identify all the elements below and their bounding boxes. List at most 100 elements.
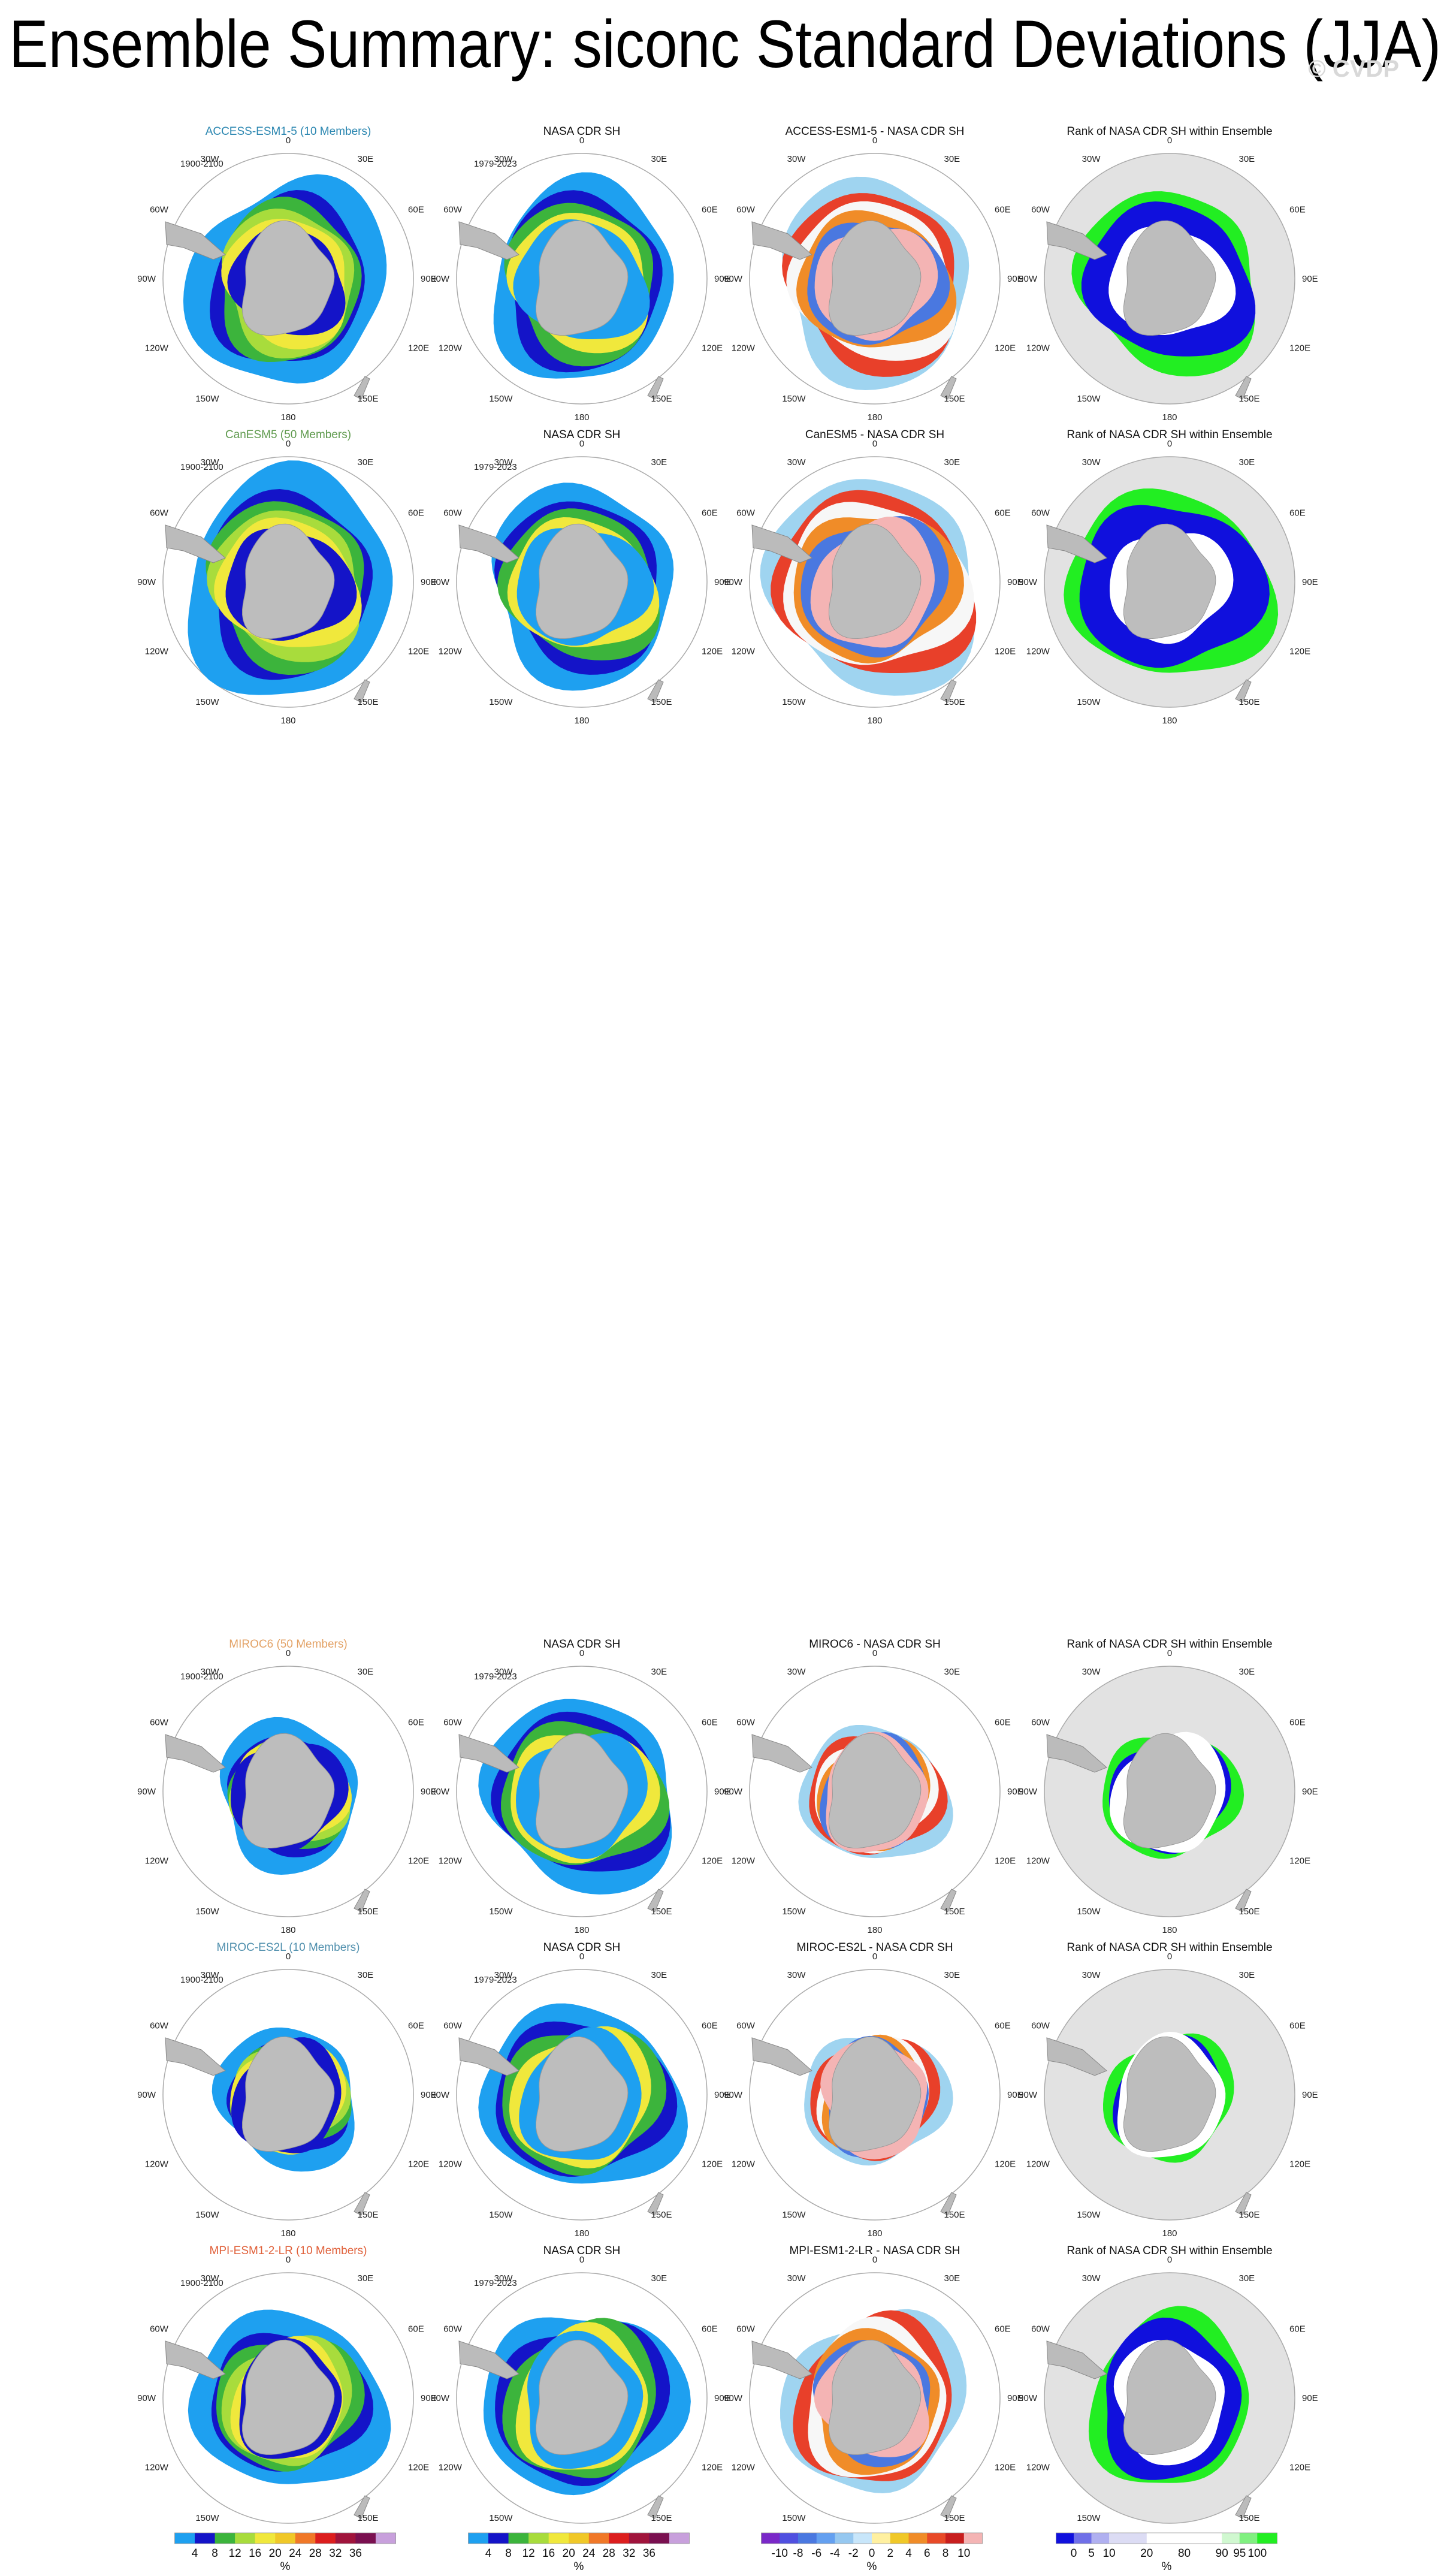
colorbar-unit: % [867,2560,877,2573]
panel-title: NASA CDR SH [543,2245,621,2257]
longitude-label: 150E [1239,697,1260,707]
longitude-label: 30W [1082,154,1101,164]
south-america [751,2340,812,2379]
longitude-label: 120E [408,647,429,657]
longitude-label: 150E [358,394,379,404]
colorbar-unit: % [574,2560,584,2573]
longitude-label: 30W [1082,1667,1101,1677]
map-panel: 0 30E 60E 90E 120E 150E 180 150W 120W 90W 60W 30W AC… [724,125,1023,423]
longitude-label: 30W [201,457,220,467]
longitude-label: 150E [651,394,672,404]
map-panel: 0 30E 60E 90E 120E 150E 180 150W 120W 90W 60W 30W MI… [137,1638,437,1935]
south-america [1046,2340,1107,2379]
period-label: 1979-2023 [474,1975,517,1985]
colorbar-box [945,2533,965,2544]
longitude-label: 30E [651,2273,667,2284]
south-america [165,1734,226,1773]
longitude-label: 30W [494,457,513,467]
longitude-label: 90W [431,274,450,284]
new-zealand [354,1889,370,1913]
longitude-label: 0 [1167,1951,1172,1962]
colorbar-box [275,2533,296,2544]
antarctica [242,2339,335,2456]
colorbar-box [1091,2533,1110,2544]
longitude-label: 180 [574,412,589,423]
longitude-label: 60E [408,2021,424,2031]
longitude-label: 30E [1239,1667,1255,1677]
longitude-label: 60W [736,2021,756,2031]
south-america [1046,2037,1107,2076]
longitude-label: 120E [702,1856,723,1866]
longitude-label: 150E [651,697,672,707]
longitude-label: 180 [1162,2228,1177,2239]
colorbar-label: 16 [249,2547,261,2560]
longitude-label: 150W [1077,394,1101,404]
antarctica [829,1733,922,1849]
longitude-label: 120E [408,1856,429,1866]
colorbar-box [835,2533,854,2544]
longitude-label: 0 [872,1648,877,1658]
longitude-label: 120E [702,2463,723,2473]
new-zealand [647,679,664,703]
longitude-label: 0 [579,1951,584,1962]
colorbar-label: -4 [830,2547,840,2560]
new-zealand [647,1889,664,1913]
longitude-label: 120E [1289,2463,1310,2473]
longitude-label: 60E [702,205,718,215]
longitude-label: 150W [782,2513,806,2523]
colorbar-frame [761,2532,983,2544]
longitude-label: 60E [1289,2021,1306,2031]
longitude-label: 0 [286,1648,291,1658]
map-panel: 0 30E 60E 90E 120E 150E 180 150W 120W 90W 60W 30W Ra… [1019,429,1318,726]
longitude-label: 30E [944,2273,960,2284]
panel-title: Rank of NASA CDR SH within Ensemble [1067,429,1272,441]
longitude-label: 120E [995,343,1016,354]
longitude-label: 90E [714,2393,730,2403]
longitude-label: 90E [421,274,437,284]
colorbar-label: 0 [1071,2547,1077,2560]
longitude-label: 60W [150,2324,169,2334]
new-zealand [354,2495,370,2519]
longitude-label: 30E [358,2273,374,2284]
longitude-label: 90W [137,1787,156,1797]
colorbar-label: 2 [887,2547,893,2560]
longitude-label: 90W [431,2393,450,2403]
colorbar-box [375,2533,396,2544]
colorbar-unit: % [280,2560,291,2573]
longitude-label: 120E [702,2159,723,2170]
longitude-label: 30W [787,154,806,164]
antarctica [1123,1733,1216,1849]
colorbar-box [1146,2533,1185,2544]
panel-title: ACCESS-ESM1-5 (10 Members) [206,125,371,138]
map-panel: 0 30E 60E 90E 120E 150E 180 150W 120W 90W 60W 30W MI… [724,1941,1023,2239]
colorbar-label: 0 [869,2547,875,2560]
panel-title: MIROC6 (50 Members) [229,1638,347,1651]
longitude-label: 150E [1239,394,1260,404]
longitude-label: 30W [1082,457,1101,467]
colorbar-box [1257,2533,1277,2544]
antarctica [829,220,922,336]
antarctica [242,220,335,336]
longitude-label: 30E [944,457,960,467]
colorbar-label: 36 [643,2547,655,2560]
longitude-label: 150W [195,394,219,404]
figure-title: Ensemble Summary: siconc Standard Deviat… [9,7,1441,82]
colorbar-label: 95 [1233,2547,1246,2560]
longitude-label: 30W [787,1667,806,1677]
panel-title: MPI-ESM1-2-LR (10 Members) [210,2245,367,2257]
panel-title: Rank of NASA CDR SH within Ensemble [1067,1638,1272,1651]
colorbar-label: -10 [772,2547,788,2560]
colorbar-box [761,2533,780,2544]
colorbar-box [569,2533,590,2544]
longitude-label: 60E [1289,205,1306,215]
longitude-label: 0 [872,439,877,449]
longitude-label: 90W [724,2090,743,2100]
longitude-label: 120W [732,2159,756,2170]
longitude-label: 90E [714,274,730,284]
antarctica [1123,2339,1216,2456]
colorbar-frame [468,2532,690,2544]
antarctica [829,2339,922,2456]
antarctica [536,2036,629,2152]
